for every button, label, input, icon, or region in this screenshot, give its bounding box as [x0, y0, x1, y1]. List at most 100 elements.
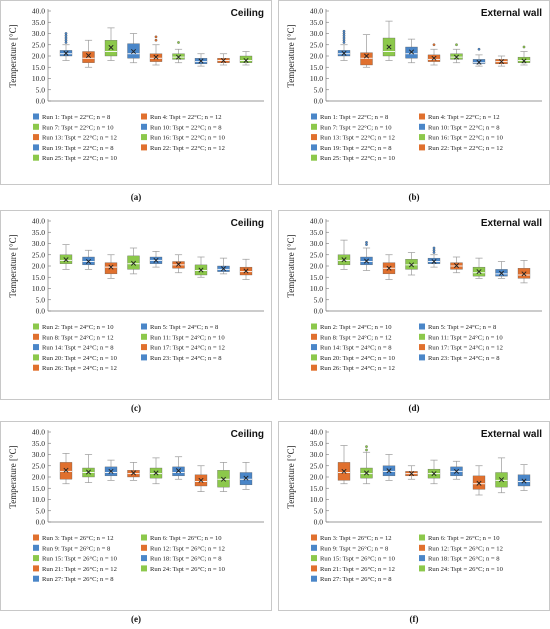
box-run-7 — [382, 20, 396, 61]
panel-frame — [278, 210, 550, 400]
panel-frame — [0, 421, 272, 611]
outlier-point — [455, 43, 458, 47]
mean-marker — [341, 50, 347, 56]
mean-marker — [63, 50, 69, 56]
legend-label: Run 26: Tspt = 24°C; n = 12 — [320, 365, 395, 372]
y-axis-label: Temperature [°C] — [8, 24, 18, 87]
y-tick-label: 25.0 — [310, 40, 323, 49]
box-run-4 — [360, 34, 373, 68]
legend-label: Run 24: Tspt = 26°C; n = 10 — [150, 566, 226, 573]
y-tick-label: 40.0 — [32, 7, 45, 16]
legend-swatch — [33, 364, 39, 371]
box-iqr — [405, 46, 418, 59]
legend-swatch — [33, 144, 39, 151]
y-tick-label: 0.0 — [36, 97, 46, 106]
box-iqr — [472, 59, 486, 65]
box-run-14 — [427, 246, 441, 268]
y-tick-label: 0.0 — [314, 97, 324, 106]
legend-swatch — [311, 123, 317, 130]
legend-label: Run 22: Tspt = 22°C; n = 12 — [150, 145, 225, 152]
box-run-22 — [495, 55, 508, 67]
y-tick-label: 20.0 — [310, 52, 323, 61]
mean-marker — [108, 468, 114, 474]
mean-marker — [85, 258, 92, 265]
mean-marker — [453, 263, 460, 269]
box-run-12 — [127, 462, 140, 481]
y-axis-label: Temperature [°C] — [286, 24, 296, 87]
chart-panel-a: Ceiling Temperature [°C] 0.0 5.0 10.0 15.0 20.… — [0, 0, 272, 185]
panel-caption: (d) — [409, 403, 420, 413]
y-tick-label: 10.0 — [32, 495, 45, 504]
legend: Run 3: Tspt = 26°C; n = 12 Run 6: Tspt = … — [311, 534, 504, 583]
legend-label: Run 6: Tspt = 26°C; n = 10 — [428, 535, 500, 542]
panel-caption: (c) — [131, 403, 141, 413]
y-tick-label: 30.0 — [32, 450, 45, 459]
y-axis-label: Temperature [°C] — [286, 234, 296, 297]
box-run-7 — [104, 27, 118, 61]
mean-marker — [130, 48, 137, 55]
chart-panel-c: Ceiling Temperature [°C] 0.0 5.0 10.0 15.0 20.… — [0, 210, 272, 400]
legend-label: Run 12: Tspt = 26°C; n = 12 — [150, 545, 225, 552]
box-run-27 — [239, 462, 253, 490]
legend: Run 2: Tspt = 24°C; n = 10 Run 5: Tspt = … — [33, 323, 225, 372]
y-tick-label: 30.0 — [310, 29, 323, 38]
box-run-14 — [149, 251, 163, 268]
legend-label: Run 8: Tspt = 24°C; n = 12 — [320, 334, 392, 341]
legend-swatch — [311, 565, 317, 572]
legend-label: Run 10: Tspt = 22°C; n = 8 — [150, 124, 222, 131]
outlier-point — [365, 241, 368, 244]
y-tick-label: 35.0 — [32, 18, 45, 27]
mean-marker — [431, 258, 437, 265]
legend-label: Run 17: Tspt = 24°C; n = 12 — [428, 345, 503, 352]
box-run-26 — [239, 258, 253, 280]
legend-label: Run 15: Tspt = 26°C; n = 10 — [320, 556, 396, 563]
y-tick-label: 20.0 — [32, 473, 45, 482]
legend-swatch — [311, 333, 317, 340]
legend-label: Run 23: Tspt = 24°C; n = 8 — [428, 355, 500, 362]
mean-marker — [498, 270, 505, 276]
y-tick-label: 20.0 — [32, 262, 45, 271]
box-run-13 — [149, 35, 163, 66]
outlier-point — [365, 243, 368, 246]
box-run-15 — [149, 457, 163, 485]
legend-swatch — [33, 555, 39, 562]
legend-label: Run 4: Tspt = 22°C; n = 12 — [150, 114, 222, 121]
y-tick-label: 15.0 — [310, 63, 323, 72]
legend-label: Run 9: Tspt = 26°C; n = 8 — [320, 545, 389, 552]
outlier-point — [342, 29, 346, 33]
chart-panel-f: External wall Temperature [°C] 0.0 5.0 10.0 1… — [278, 421, 550, 611]
box-iqr — [104, 40, 118, 57]
box-run-23 — [495, 261, 508, 279]
box-run-3 — [337, 445, 351, 485]
y-tick-label: 30.0 — [310, 239, 323, 248]
legend-swatch — [141, 113, 147, 120]
y-tick-label: 10.0 — [310, 74, 323, 83]
legend: Run 2: Tspt = 24°C; n = 10 Run 5: Tspt = … — [311, 323, 503, 372]
mean-marker — [153, 257, 159, 263]
legend-swatch — [419, 134, 425, 141]
y-tick-label: 35.0 — [310, 228, 323, 237]
legend-swatch — [311, 354, 317, 361]
mean-marker — [220, 476, 227, 482]
panel-caption: (b) — [409, 192, 420, 202]
mean-marker — [198, 58, 204, 64]
mean-marker — [363, 258, 370, 264]
panel-title: External wall — [481, 429, 542, 440]
legend-label: Run 11: Tspt = 24°C; n = 10 — [428, 334, 503, 341]
y-tick-label: 15.0 — [32, 273, 45, 282]
legend-swatch — [33, 134, 39, 141]
mean-marker — [243, 475, 249, 481]
outlier-point — [522, 45, 526, 49]
legend-swatch — [141, 344, 147, 351]
y-tick-label: 25.0 — [32, 461, 45, 470]
legend-swatch — [311, 144, 317, 151]
mean-marker — [476, 59, 482, 65]
box-run-16 — [172, 41, 185, 64]
legend-label: Run 11: Tspt = 24°C; n = 10 — [150, 334, 225, 341]
legend-label: Run 10: Tspt = 22°C; n = 8 — [428, 124, 500, 131]
mean-marker — [108, 264, 114, 270]
y-tick-label: 15.0 — [32, 63, 45, 72]
legend-swatch — [33, 323, 39, 330]
box-iqr — [104, 262, 118, 275]
outlier-point — [432, 43, 436, 47]
